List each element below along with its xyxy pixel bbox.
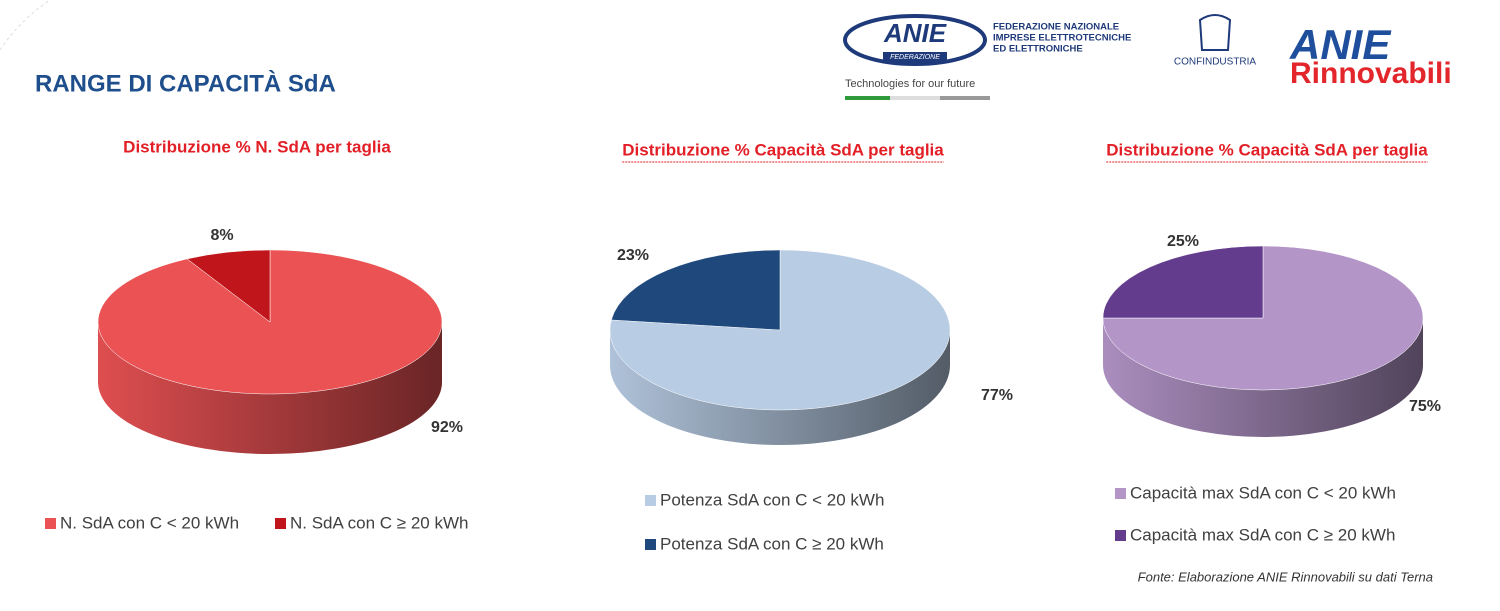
logo-icon [1198, 14, 1232, 51]
logo-text: FEDERAZIONE NAZIONALE [993, 22, 1119, 33]
logo-band [883, 52, 947, 62]
side-shading [1103, 318, 1423, 437]
logo-confindustria: CONFINDUSTRIA [1174, 14, 1257, 68]
value-label: 23% [617, 247, 649, 264]
value-label: 92% [431, 419, 463, 436]
logo-text: ANIE [1289, 21, 1392, 68]
logo-text: Technologies for our future [845, 78, 975, 90]
pie-slice-side [610, 330, 950, 445]
pie-slice-side [98, 322, 442, 454]
corner-decoration [0, 0, 51, 51]
source-note: Fonte: Elaborazione ANIE Rinnovabili su … [1138, 569, 1433, 584]
legend-swatch [45, 518, 56, 529]
chart-title: Distribuzione % N. SdA per taglia [123, 137, 391, 156]
pie-slice [1102, 245, 1264, 319]
logo-anie: ANIE FEDERAZIONE FEDERAZIONE NAZIONALE I… [843, 14, 1131, 100]
logo-sun [1438, 25, 1475, 52]
pie-slice [97, 249, 443, 395]
legend-swatch [645, 495, 656, 506]
value-label: 75% [1409, 398, 1441, 415]
chart-title: Distribuzione % Capacità SdA per taglia [622, 140, 944, 159]
legend-label: Capacità max SdA con C < 20 kWh [1130, 483, 1396, 502]
pie-slice [611, 249, 781, 331]
chart-title: Distribuzione % Capacità SdA per taglia [1106, 140, 1428, 159]
legend-swatch [1115, 488, 1126, 499]
pie-slice [609, 249, 951, 411]
logo-flag [845, 96, 890, 100]
pie-slice-side [1103, 318, 1423, 437]
value-label: 25% [1167, 233, 1199, 250]
logo-text: IMPRESE ELETTROTECNICHE [993, 33, 1131, 44]
logo-flag [890, 96, 940, 100]
legend-label: Potenza SdA con C < 20 kWh [660, 490, 884, 509]
logo-text: ANIE [883, 18, 947, 48]
legend-label: Capacità max SdA con C ≥ 20 kWh [1130, 525, 1395, 544]
logo-oval [843, 14, 987, 66]
legend-label: Potenza SdA con C ≥ 20 kWh [660, 534, 884, 553]
logo-flag [940, 96, 990, 100]
logo-text: CONFINDUSTRIA [1174, 57, 1257, 68]
logo-text: FEDERAZIONE [890, 54, 940, 61]
logo-text: ED ELETTRONICHE [993, 44, 1083, 55]
slide-title: RANGE DI CAPACITÀ SdA [35, 69, 336, 97]
legend-label: N. SdA con C < 20 kWh [60, 513, 239, 532]
side-shading [98, 322, 442, 454]
value-label: 8% [210, 227, 233, 244]
legend-label: N. SdA con C ≥ 20 kWh [290, 513, 468, 532]
pie-slice [186, 249, 271, 323]
legend-swatch [645, 539, 656, 550]
logo-text: Rinnovabili [1290, 57, 1452, 90]
logo-rinnovabili: ANIE Rinnovabili [1289, 21, 1475, 90]
value-label: 77% [981, 387, 1013, 404]
side-shading [610, 330, 950, 445]
legend-swatch [275, 518, 286, 529]
legend-swatch [1115, 530, 1126, 541]
